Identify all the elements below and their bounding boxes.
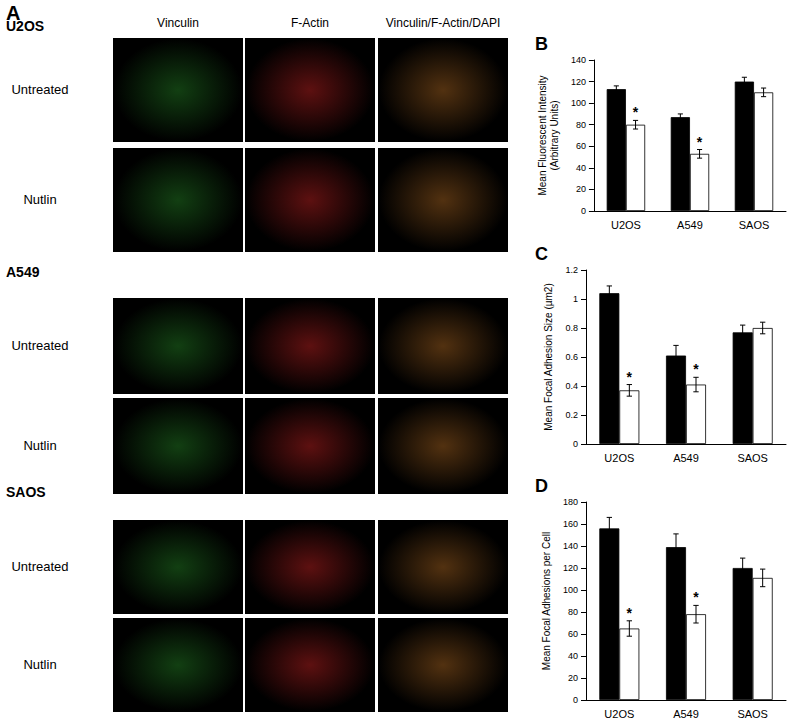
svg-text:40: 40 xyxy=(576,163,586,173)
svg-text:180: 180 xyxy=(563,497,578,507)
svg-text:SAOS: SAOS xyxy=(737,708,768,720)
svg-text:A549: A549 xyxy=(673,708,699,720)
svg-text:160: 160 xyxy=(563,519,578,529)
svg-text:*: * xyxy=(693,361,699,377)
svg-text:*: * xyxy=(633,104,639,120)
svg-text:Mean Fluorescent Intensity: Mean Fluorescent Intensity xyxy=(537,75,548,195)
html-text:Nutlin: Nutlin xyxy=(23,438,57,453)
html-text:SAOS: SAOS xyxy=(6,484,46,500)
html-text:Untreated: Untreated xyxy=(11,559,69,574)
svg-text:*: * xyxy=(627,369,633,385)
svg-text:100: 100 xyxy=(563,585,578,595)
svg-text:U2OS: U2OS xyxy=(604,708,634,720)
svg-text:140: 140 xyxy=(571,55,586,65)
html-text:A549: A549 xyxy=(6,264,40,280)
svg-text:0.4: 0.4 xyxy=(565,381,578,391)
html-text:Vinculin/F-Actin/DAPI: Vinculin/F-Actin/DAPI xyxy=(385,16,501,30)
html-text:F-Actin: F-Actin xyxy=(291,16,329,30)
svg-text:100: 100 xyxy=(571,98,586,108)
svg-text:*: * xyxy=(627,605,633,621)
svg-text:U2OS: U2OS xyxy=(611,219,641,231)
html-text:Nutlin: Nutlin xyxy=(23,657,57,672)
svg-text:Mean Focal Adhesions per Cell: Mean Focal Adhesions per Cell xyxy=(541,532,552,670)
svg-text:C: C xyxy=(535,244,548,264)
html-text:U2OS: U2OS xyxy=(6,18,45,34)
svg-text:SAOS: SAOS xyxy=(739,219,770,231)
svg-text:1.2: 1.2 xyxy=(565,265,578,275)
svg-text:D: D xyxy=(535,476,548,496)
svg-text:40: 40 xyxy=(568,651,578,661)
svg-text:SAOS: SAOS xyxy=(737,452,768,464)
svg-text:80: 80 xyxy=(568,607,578,617)
svg-text:0: 0 xyxy=(573,439,578,449)
svg-text:120: 120 xyxy=(563,563,578,573)
svg-text:1: 1 xyxy=(573,294,578,304)
svg-text:B: B xyxy=(535,34,548,54)
html-text:Untreated: Untreated xyxy=(11,338,69,353)
svg-text:60: 60 xyxy=(568,629,578,639)
html-text:Vinculin: Vinculin xyxy=(157,16,199,30)
svg-text:*: * xyxy=(697,134,703,150)
svg-text:0.8: 0.8 xyxy=(565,323,578,333)
html-text:A: A xyxy=(6,2,21,24)
svg-text:20: 20 xyxy=(568,673,578,683)
svg-text:*: * xyxy=(693,589,699,605)
svg-text:120: 120 xyxy=(571,77,586,87)
svg-text:80: 80 xyxy=(576,120,586,130)
svg-text:20: 20 xyxy=(576,184,586,194)
svg-text:U2OS: U2OS xyxy=(604,452,634,464)
svg-text:(Arbitrary Units): (Arbitrary Units) xyxy=(549,100,560,170)
svg-text:0.6: 0.6 xyxy=(565,352,578,362)
svg-text:0: 0 xyxy=(581,206,586,216)
svg-text:0: 0 xyxy=(573,695,578,705)
svg-text:0.2: 0.2 xyxy=(565,410,578,420)
svg-text:Mean Focal Adhesion Size (µm2): Mean Focal Adhesion Size (µm2) xyxy=(543,283,554,431)
svg-text:A549: A549 xyxy=(677,219,703,231)
svg-text:A549: A549 xyxy=(673,452,699,464)
html-text:Untreated: Untreated xyxy=(11,82,69,97)
svg-text:140: 140 xyxy=(563,541,578,551)
html-text:Nutlin: Nutlin xyxy=(23,192,57,207)
svg-text:60: 60 xyxy=(576,141,586,151)
